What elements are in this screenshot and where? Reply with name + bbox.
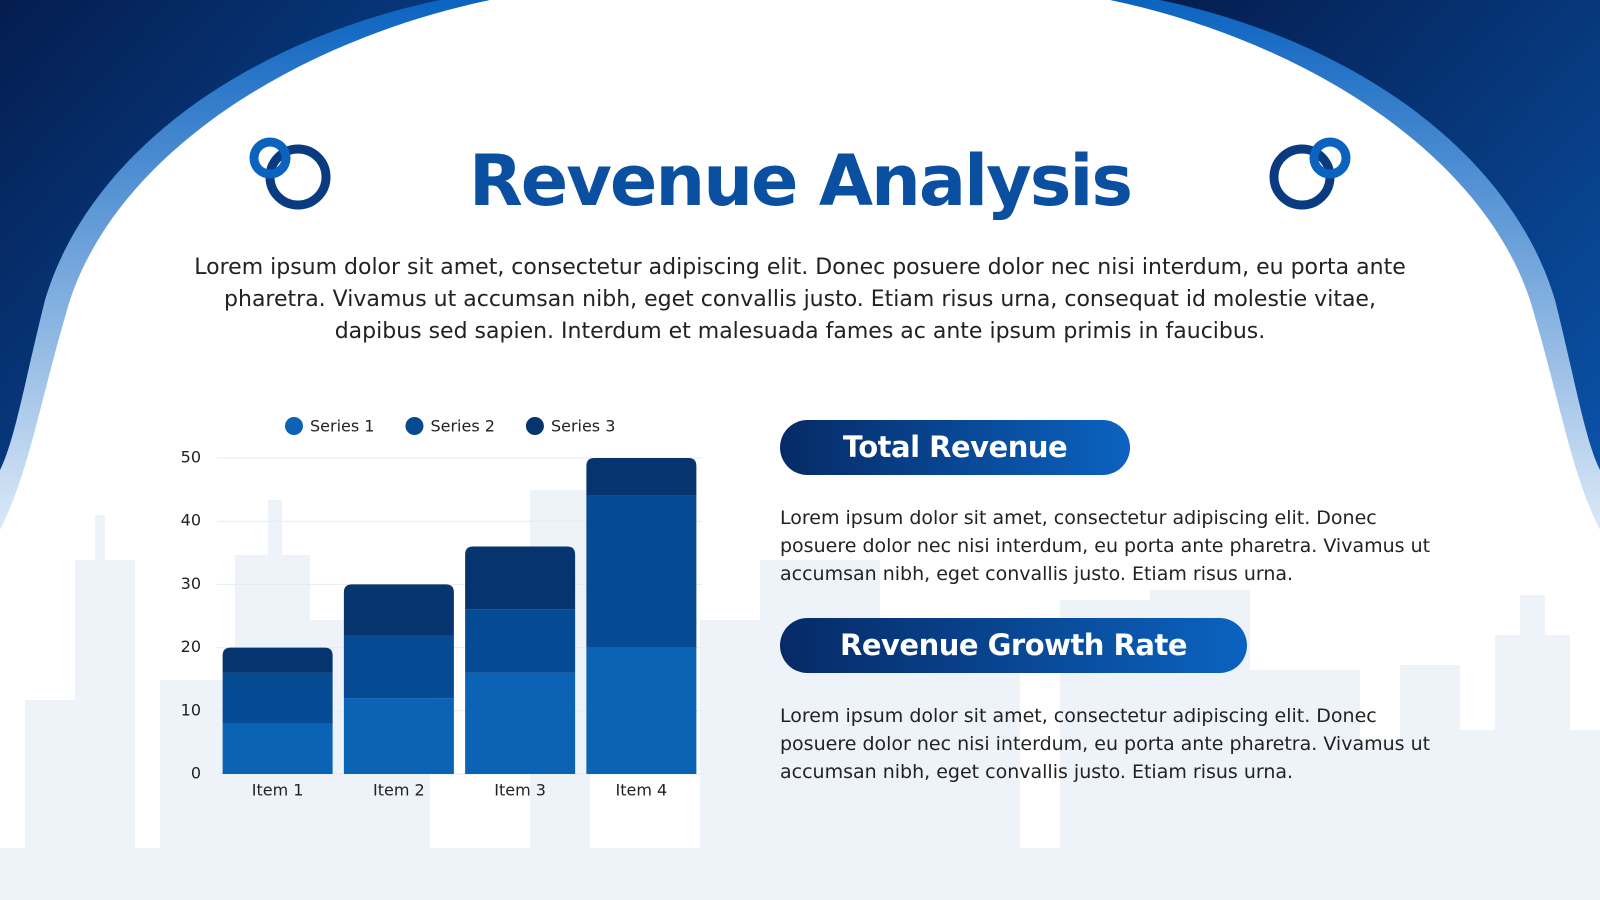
y-tick-label: 30: [181, 574, 201, 593]
legend-label: Series 2: [430, 417, 494, 436]
legend-marker: [405, 417, 424, 435]
panel-body: Lorem ipsum dolor sit amet, consectetur …: [780, 705, 1431, 783]
legend-marker: [525, 417, 544, 435]
panel-heading: Total Revenue: [780, 420, 1130, 475]
y-tick-label: 50: [181, 448, 201, 467]
legend-marker: [285, 417, 303, 435]
bar-segment: [586, 647, 697, 774]
x-tick-label: Item 4: [616, 781, 668, 800]
intro-text: Lorem ipsum dolor sit amet, consectetur …: [194, 255, 1406, 344]
bar-segment: [586, 495, 697, 648]
slide-title: Revenue Analysis: [468, 140, 1133, 222]
panel-heading: Revenue Growth Rate: [780, 618, 1247, 673]
x-tick-label: Item 3: [494, 781, 546, 800]
bar-segment: [222, 672, 333, 724]
bar-segment: [343, 634, 454, 699]
bar-segment: [222, 647, 333, 673]
bar-segment: [586, 458, 697, 496]
panel-body: Lorem ipsum dolor sit amet, consectetur …: [780, 507, 1431, 585]
legend-label: Series 3: [551, 417, 615, 436]
bar-segment: [465, 609, 576, 673]
bar-segment: [343, 698, 454, 774]
bar-segment: [222, 723, 333, 774]
bar-segment: [465, 672, 576, 774]
chart: 0 10 20 30 40 50 Series 1 Series 2 Series 3 Item …: [181, 417, 702, 800]
x-tick-label: Item 1: [252, 781, 304, 800]
y-tick-label: 0: [191, 764, 201, 783]
y-tick-label: 40: [181, 511, 201, 530]
bar-segment: [465, 546, 576, 610]
y-tick-label: 10: [181, 700, 201, 719]
x-tick-label: Item 2: [373, 781, 425, 800]
legend-label: Series 1: [310, 417, 374, 436]
bar-segment: [343, 584, 454, 635]
y-tick-label: 20: [181, 637, 201, 656]
